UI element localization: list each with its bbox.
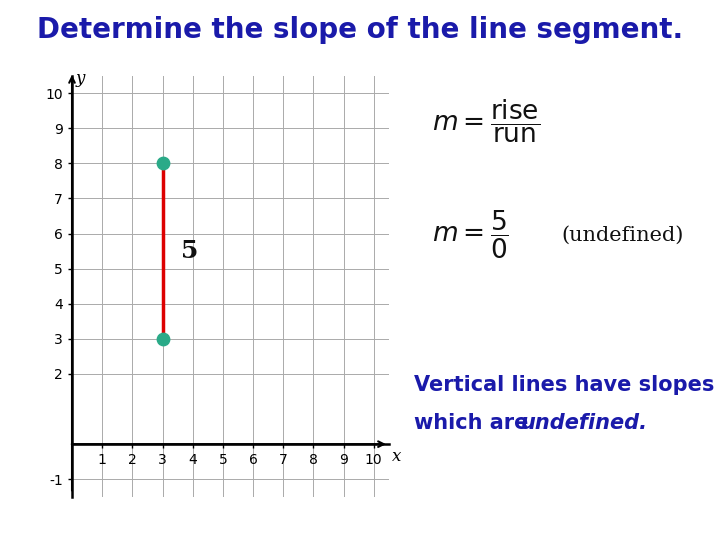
Text: Vertical lines have slopes: Vertical lines have slopes bbox=[414, 375, 714, 395]
Text: undefined.: undefined. bbox=[521, 413, 647, 433]
Text: $m = \dfrac{\mathrm{rise}}{\mathrm{run}}$: $m = \dfrac{\mathrm{rise}}{\mathrm{run}}… bbox=[432, 98, 540, 145]
Point bbox=[157, 159, 168, 167]
Point bbox=[157, 334, 168, 343]
Text: x: x bbox=[392, 448, 401, 465]
Text: 5: 5 bbox=[181, 239, 198, 263]
Text: Determine the slope of the line segment.: Determine the slope of the line segment. bbox=[37, 16, 683, 44]
Text: $m = \dfrac{5}{0}$: $m = \dfrac{5}{0}$ bbox=[432, 209, 509, 261]
Text: which are: which are bbox=[414, 413, 536, 433]
Text: y: y bbox=[76, 70, 85, 87]
Text: (undefined): (undefined) bbox=[562, 225, 684, 245]
